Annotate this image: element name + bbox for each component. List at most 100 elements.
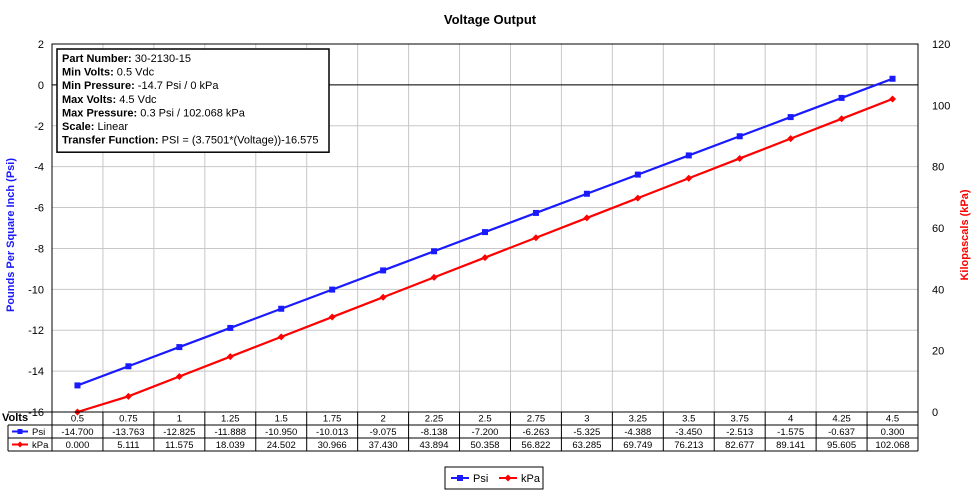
left-tick-label: -16 bbox=[28, 407, 44, 419]
data-point-psi bbox=[74, 382, 81, 389]
data-value-label: -10.950 bbox=[265, 427, 297, 438]
info-row-value: 4.5 Vdc bbox=[116, 94, 157, 106]
data-point-psi bbox=[838, 94, 845, 101]
data-table: Volts 0.5 0.75 1 1.25 1.5 1.75 2 2.25 2.5 2.75 3 3.2… bbox=[2, 411, 919, 452]
table-series-name: Psi bbox=[32, 427, 45, 438]
info-row-value: 0.5 Vdc bbox=[114, 67, 155, 79]
data-point-kpa bbox=[175, 373, 183, 381]
data-point-psi bbox=[380, 267, 387, 274]
legend-item-psi: Psi bbox=[451, 473, 488, 485]
right-tick-label: 40 bbox=[932, 284, 944, 296]
left-tick-label: -14 bbox=[28, 366, 44, 378]
x-tick-label: 2.75 bbox=[527, 414, 546, 425]
x-tick-label: 0.75 bbox=[119, 414, 138, 425]
data-point-psi bbox=[787, 114, 794, 121]
info-row: Min Volts: 0.5 Vdc bbox=[62, 67, 155, 79]
data-value-label: 43.894 bbox=[420, 440, 449, 451]
data-value-label: 102.068 bbox=[875, 440, 909, 451]
table-row-psi: Psi -14.700 -13.763 -12.825 -11.888 -10.950 -1… bbox=[12, 427, 904, 438]
data-point-kpa bbox=[481, 254, 489, 262]
data-value-label: 63.285 bbox=[572, 440, 601, 451]
data-point-psi bbox=[176, 344, 183, 351]
data-value-label: -10.013 bbox=[316, 427, 348, 438]
left-tick-label: -6 bbox=[34, 203, 44, 215]
legend-label: Psi bbox=[473, 473, 488, 485]
data-point-kpa bbox=[736, 154, 744, 162]
table-row-kpa: kPa 0.000 5.111 11.575 18.039 24.502 30.966 37.… bbox=[12, 440, 910, 451]
info-row: Scale: Linear bbox=[62, 121, 128, 133]
data-point-kpa bbox=[430, 273, 438, 281]
data-value-label: 24.502 bbox=[267, 440, 296, 451]
x-tick-label: 2.5 bbox=[478, 414, 491, 425]
info-box-frame bbox=[56, 48, 330, 153]
y-axis-label-right: Kilopascals (kPa) bbox=[959, 189, 971, 280]
data-value-label: 5.111 bbox=[117, 440, 139, 451]
left-tick-label: -12 bbox=[28, 325, 44, 337]
series-kpa bbox=[73, 95, 897, 416]
series-psi bbox=[74, 75, 896, 389]
info-row-label: Max Pressure: bbox=[62, 107, 137, 119]
data-point-kpa bbox=[634, 194, 642, 202]
data-value-label: 30.966 bbox=[318, 440, 347, 451]
right-tick-label: 0 bbox=[932, 407, 938, 419]
data-point-psi bbox=[227, 324, 234, 331]
table-series-key-marker bbox=[17, 429, 23, 434]
left-tick-label: 2 bbox=[38, 39, 44, 51]
x-tick-label: 4.25 bbox=[832, 414, 851, 425]
data-value-label: -1.575 bbox=[777, 427, 804, 438]
data-point-kpa bbox=[583, 214, 591, 222]
x-tick-label: 1.75 bbox=[323, 414, 342, 425]
data-value-label: -11.888 bbox=[215, 427, 247, 438]
data-value-label: 0.000 bbox=[66, 440, 90, 451]
right-axis-ticks: 120 100 80 60 40 20 0 bbox=[932, 39, 950, 419]
left-tick-label: -10 bbox=[28, 284, 44, 296]
data-value-label: 95.605 bbox=[827, 440, 856, 451]
left-tick-label: -4 bbox=[34, 162, 44, 174]
data-value-label: 56.822 bbox=[521, 440, 550, 451]
info-row-value: -14.7 Psi / 0 kPa bbox=[135, 80, 220, 92]
x-tick-label: 4.5 bbox=[886, 414, 899, 425]
data-point-psi bbox=[634, 171, 641, 178]
data-value-label: 82.677 bbox=[725, 440, 754, 451]
data-value-label: -0.637 bbox=[828, 427, 855, 438]
data-point-kpa bbox=[379, 293, 387, 301]
data-value-label: 11.575 bbox=[165, 440, 193, 451]
data-value-label: 89.141 bbox=[776, 440, 805, 451]
info-row-value: 0.3 Psi / 102.068 kPa bbox=[137, 107, 246, 119]
info-row-value: Linear bbox=[94, 121, 128, 133]
data-point-psi bbox=[532, 209, 539, 216]
table-series-key-marker bbox=[17, 441, 23, 448]
data-point-psi bbox=[583, 190, 590, 197]
right-tick-label: 60 bbox=[932, 223, 944, 235]
info-row: Part Number: 30-2130-15 bbox=[62, 53, 191, 65]
data-point-psi bbox=[685, 152, 692, 159]
info-row: Min Pressure: -14.7 Psi / 0 kPa bbox=[62, 80, 219, 92]
data-point-psi bbox=[278, 305, 285, 312]
data-value-label: -6.263 bbox=[522, 427, 549, 438]
data-value-label: -5.325 bbox=[573, 427, 600, 438]
data-point-kpa bbox=[277, 333, 285, 341]
info-row: Max Pressure: 0.3 Psi / 102.068 kPa bbox=[62, 107, 246, 119]
data-point-psi bbox=[889, 75, 896, 82]
data-value-label: -2.513 bbox=[726, 427, 753, 438]
data-point-kpa bbox=[685, 174, 693, 182]
data-point-psi bbox=[125, 363, 132, 370]
part-info-box: Part Number: 30-2130-15 Min Volts: 0.5 Vd… bbox=[56, 48, 330, 153]
info-row-label: Max Volts: bbox=[62, 94, 116, 106]
data-value-label: 50.358 bbox=[470, 440, 499, 451]
info-row: Max Volts: 4.5 Vdc bbox=[62, 94, 157, 106]
data-point-kpa bbox=[328, 313, 336, 321]
x-tick-label: 3.25 bbox=[629, 414, 648, 425]
data-value-label: -8.138 bbox=[421, 427, 448, 438]
y-axis-label-left: Pounds Per Square Inch (Psi) bbox=[5, 158, 17, 312]
data-point-kpa bbox=[787, 135, 795, 143]
info-row-value: 30-2130-15 bbox=[132, 53, 191, 65]
left-tick-label: -2 bbox=[34, 121, 44, 133]
left-axis-ticks: 2 0 -2 -4 -6 -8 -10 -12 -14 -16 bbox=[28, 39, 44, 419]
info-row-label: Scale: bbox=[62, 121, 94, 133]
legend-item-kpa: kPa bbox=[499, 473, 541, 485]
left-tick-label: -8 bbox=[34, 243, 44, 255]
table-series-name: kPa bbox=[32, 440, 49, 451]
legend-key-marker bbox=[504, 474, 512, 482]
